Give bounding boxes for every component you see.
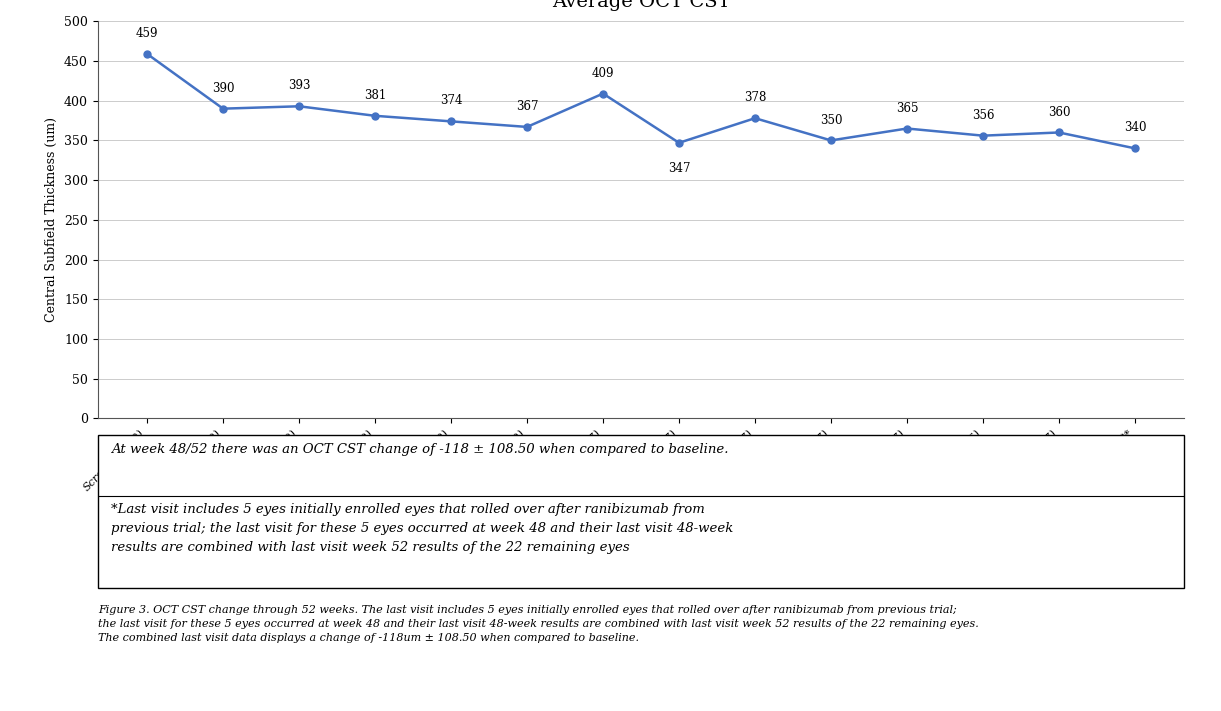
Y-axis label: Central Subfield Thickness (um): Central Subfield Thickness (um) xyxy=(45,117,59,322)
Text: 365: 365 xyxy=(896,102,918,114)
Text: 360: 360 xyxy=(1048,106,1071,119)
Text: 367: 367 xyxy=(515,100,538,113)
Text: 378: 378 xyxy=(744,91,767,105)
Title: Average OCT CST: Average OCT CST xyxy=(552,0,730,11)
Text: *Last visit includes 5 eyes initially enrolled eyes that rolled over after ranib: *Last visit includes 5 eyes initially en… xyxy=(111,503,733,554)
Text: 390: 390 xyxy=(211,82,234,95)
Text: 459: 459 xyxy=(136,27,159,40)
FancyBboxPatch shape xyxy=(98,435,1184,588)
Text: 356: 356 xyxy=(972,109,994,122)
Text: Figure 3. OCT CST change through 52 weeks. The last visit includes 5 eyes initia: Figure 3. OCT CST change through 52 week… xyxy=(98,605,978,643)
Text: 347: 347 xyxy=(668,162,690,175)
Text: 374: 374 xyxy=(440,95,463,107)
Text: 381: 381 xyxy=(364,89,386,102)
X-axis label: Visits: Visits xyxy=(621,539,661,553)
Text: 340: 340 xyxy=(1123,122,1147,134)
Text: 350: 350 xyxy=(819,114,842,127)
Text: 409: 409 xyxy=(592,67,614,80)
Text: 393: 393 xyxy=(288,80,310,92)
Text: At week 48/52 there was an OCT CST change of -118 ± 108.50 when compared to base: At week 48/52 there was an OCT CST chang… xyxy=(111,443,728,456)
